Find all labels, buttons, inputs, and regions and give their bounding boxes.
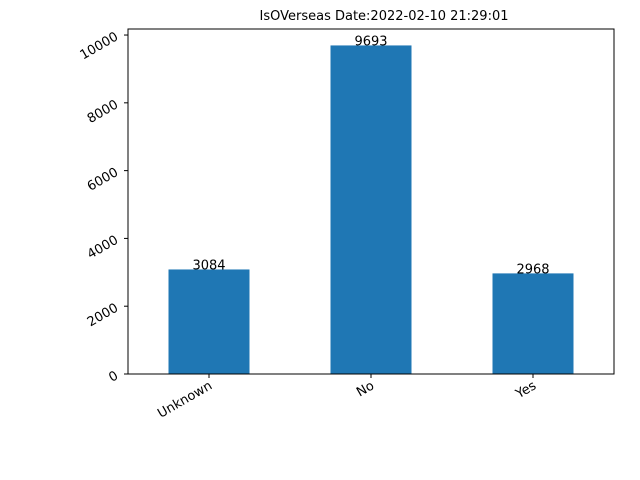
data-label-unknown: 3084	[192, 258, 225, 273]
x-tick-label-unknown: Unknown	[155, 378, 215, 421]
bars-group	[168, 45, 574, 374]
y-tick-label: 8000	[85, 97, 121, 127]
y-tick-label: 0	[106, 368, 121, 385]
plot-frame	[127, 28, 615, 375]
bar-yes	[492, 273, 574, 374]
chart-title: IsOVerseas Date:2022-02-10 21:29:01	[260, 9, 509, 24]
bar-no	[330, 45, 412, 374]
x-tick-label-no: No	[354, 378, 377, 400]
y-tick-label: 10000	[78, 30, 121, 64]
bar-unknown	[168, 269, 250, 374]
y-tick-label: 4000	[85, 233, 121, 263]
y-axis: 0 2000 4000 6000 8000 10000	[78, 30, 128, 386]
x-tick-label-yes: Yes	[512, 378, 539, 402]
x-axis: Unknown No Yes	[155, 374, 539, 422]
y-tick-label: 6000	[85, 165, 121, 195]
data-label-no: 9693	[354, 34, 387, 49]
data-labels-group: 3084 9693 2968	[192, 34, 549, 277]
data-label-yes: 2968	[516, 262, 549, 277]
y-tick-label: 2000	[85, 301, 121, 331]
